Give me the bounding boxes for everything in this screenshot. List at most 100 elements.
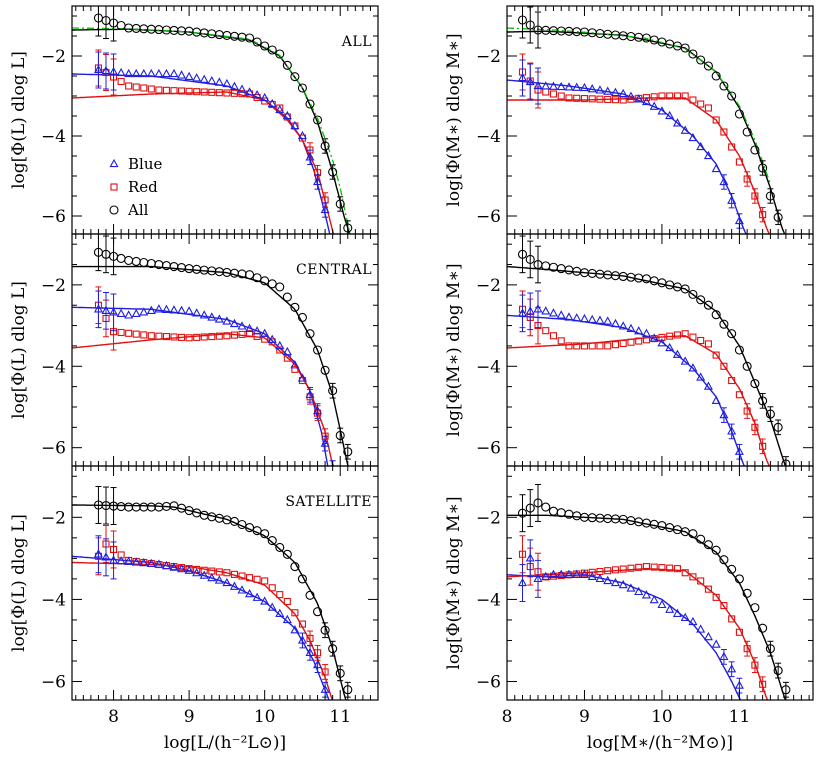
data-point-red xyxy=(604,95,612,103)
data-point-all xyxy=(260,276,270,286)
panel-right-all: −2 −4 −6 log[Φ(M∗) dlog M∗] xyxy=(444,5,814,235)
data-point-red xyxy=(650,563,658,571)
data-point-red xyxy=(170,333,178,341)
data-point-red xyxy=(704,340,712,348)
data-point-red xyxy=(604,342,612,350)
data-point-all xyxy=(124,23,134,33)
data-point-blue xyxy=(146,558,156,567)
data-point-red xyxy=(557,337,565,345)
data-point-blue xyxy=(252,592,262,601)
data-point-red xyxy=(565,342,573,350)
data-point-blue xyxy=(603,575,613,585)
x-tick-label: 11 xyxy=(729,707,751,727)
data-point-blue xyxy=(680,125,690,134)
data-point-blue xyxy=(517,308,528,317)
data-point-blue xyxy=(595,573,605,583)
data-point-all xyxy=(169,25,179,35)
data-point-red xyxy=(751,661,759,669)
data-point-blue xyxy=(579,82,589,92)
data-point-all xyxy=(184,264,194,274)
data-point-all xyxy=(229,516,239,526)
data-point-blue xyxy=(719,651,729,661)
data-point-red xyxy=(673,92,681,100)
data-point-all xyxy=(290,72,300,82)
legend-marker xyxy=(109,158,119,168)
y-tick-label: −2 xyxy=(41,47,66,67)
data-point-red xyxy=(611,96,620,104)
data-point-all xyxy=(252,37,262,47)
data-point-blue xyxy=(626,91,636,100)
data-point-blue xyxy=(313,176,323,186)
data-point-blue xyxy=(267,334,277,343)
y-tick-label: −4 xyxy=(41,127,66,147)
data-point-red xyxy=(666,92,674,100)
data-point-all xyxy=(742,588,752,598)
data-point-red xyxy=(246,330,254,338)
data-point-red xyxy=(697,336,705,345)
data-point-red xyxy=(704,104,712,112)
fit-line-all xyxy=(507,514,787,700)
data-point-red xyxy=(697,100,705,108)
data-point-all xyxy=(711,71,721,81)
data-point-blue xyxy=(192,567,202,577)
data-point-all xyxy=(727,91,737,101)
data-point-blue xyxy=(572,569,582,578)
data-point-red xyxy=(276,346,284,354)
data-point-blue xyxy=(222,316,232,325)
data-point-blue xyxy=(320,204,330,214)
data-point-red xyxy=(658,564,666,572)
x-tick-label: 8 xyxy=(502,707,513,727)
data-point-blue xyxy=(564,82,574,91)
y-axis-label: log[Φ(M∗) dlog M∗] xyxy=(444,33,464,206)
data-point-all xyxy=(297,83,307,93)
data-point-red xyxy=(728,376,736,385)
data-point-red xyxy=(751,192,759,200)
data-point-red xyxy=(573,94,581,102)
data-point-blue xyxy=(587,571,597,580)
data-point-all xyxy=(696,295,706,305)
data-point-all xyxy=(541,502,551,512)
y-tick-label: −6 xyxy=(41,207,66,227)
panel-frame xyxy=(506,465,814,701)
y-tick-label: −2 xyxy=(41,508,66,528)
data-point-red xyxy=(208,88,216,96)
data-point-blue xyxy=(237,585,247,594)
data-point-all xyxy=(765,191,775,201)
data-point-red xyxy=(162,333,170,341)
data-point-red xyxy=(650,93,658,101)
data-point-all xyxy=(343,447,353,457)
data-point-blue xyxy=(154,559,164,568)
y-axis-label: log[Φ(L) dlog L] xyxy=(9,51,29,189)
data-point-red xyxy=(321,668,329,676)
data-point-all xyxy=(758,396,768,406)
fit-line-red xyxy=(72,333,334,466)
data-point-blue xyxy=(603,316,613,325)
data-point-blue xyxy=(207,312,217,321)
data-point-blue xyxy=(192,308,202,317)
data-point-blue xyxy=(169,305,179,314)
data-point-all xyxy=(781,685,791,695)
data-point-blue xyxy=(290,625,300,634)
data-point-red xyxy=(588,568,596,576)
data-point-red xyxy=(611,566,620,574)
data-point-all xyxy=(517,508,528,518)
data-point-blue xyxy=(734,680,744,689)
panel-frame xyxy=(506,233,814,467)
x-tick-label: 8 xyxy=(108,707,119,727)
data-point-all xyxy=(680,43,690,53)
data-point-blue xyxy=(517,72,528,82)
data-point-red xyxy=(125,82,133,90)
data-point-blue xyxy=(169,68,179,78)
data-point-blue xyxy=(267,602,277,611)
data-point-blue xyxy=(124,310,134,319)
data-point-blue xyxy=(101,65,111,75)
data-point-all xyxy=(290,562,300,572)
data-point-blue xyxy=(649,101,659,110)
data-point-all xyxy=(267,45,277,55)
data-point-blue xyxy=(116,67,126,77)
data-point-all xyxy=(328,644,338,654)
data-point-all xyxy=(711,545,721,555)
fit-line-blue xyxy=(507,79,747,234)
data-point-all xyxy=(139,257,149,268)
